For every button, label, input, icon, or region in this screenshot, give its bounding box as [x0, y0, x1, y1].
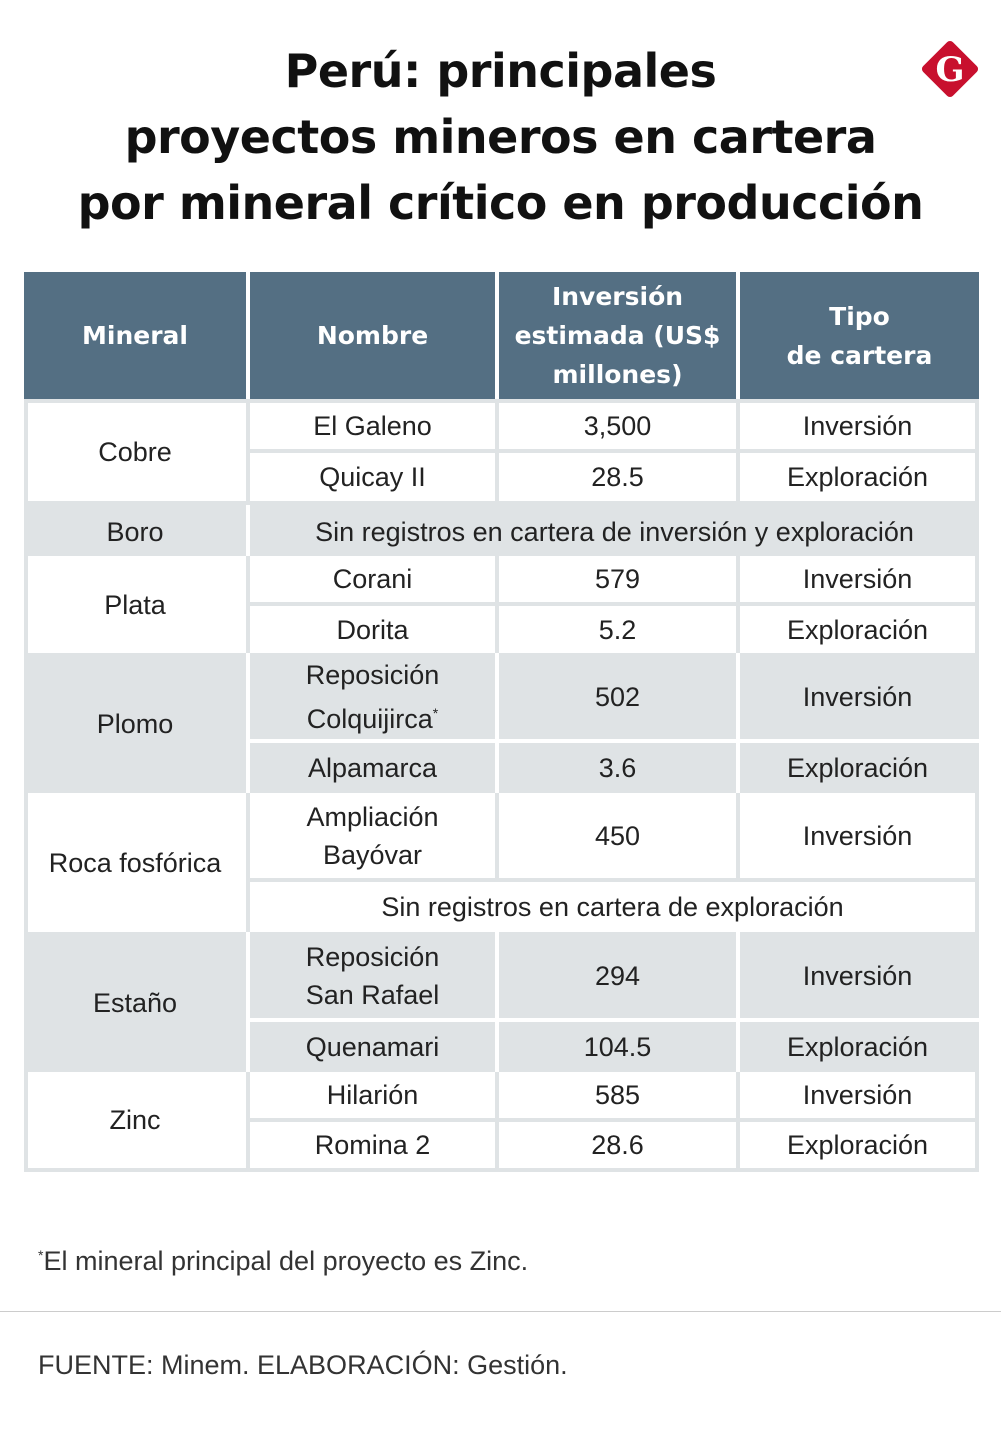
cell-nombre-quenamari: Quenamari: [305, 1032, 440, 1062]
cell-tipo-bayovar: Inversión: [802, 820, 913, 851]
san-rafael-line-2: San Rafael: [305, 980, 440, 1010]
cell-nombre-bayovar: Ampliación Bayóvar: [250, 793, 495, 878]
cell-inversion-quenamari: 104.5: [583, 1032, 652, 1062]
cell-nombre-san-rafael: Reposición San Rafael: [250, 934, 495, 1018]
cell-mineral-zinc: Zinc: [109, 1105, 161, 1135]
cell-inversion-corani: 579: [594, 564, 641, 594]
cell-mineral-boro: Boro: [106, 516, 164, 547]
title-line-1: Perú: principales: [284, 44, 717, 98]
cell-nombre-hilarion: Hilarión: [326, 1080, 419, 1110]
cell-nombre-alpamarca: Alpamarca: [307, 753, 438, 783]
cell-mineral-plomo: Plomo: [96, 709, 174, 739]
cell-inversion-san-rafael: 294: [594, 961, 641, 991]
cell-tipo-romina: Exploración: [786, 1130, 929, 1160]
cell-inversion-el-galeno: 3,500: [583, 411, 652, 441]
cell-boro-note: Sin registros en cartera de inversión y …: [315, 516, 914, 547]
projects-table: Mineral Nombre Inversión estimada (US$ m…: [24, 272, 979, 1172]
cell-inversion-alpamarca: 3.6: [598, 753, 637, 783]
cell-nombre-corani: Corani: [332, 564, 413, 594]
header-tipo-l2: de cartera: [786, 340, 933, 370]
title-line-2: proyectos mineros en cartera: [124, 110, 877, 164]
footnote-text: El mineral principal del proyecto es Zin…: [43, 1246, 529, 1276]
header-inversion-l2: estimada (US$: [514, 321, 721, 350]
gestion-logo-icon: G: [921, 40, 979, 98]
cell-tipo-colquijirca: Inversión: [802, 682, 913, 712]
footnote: *El mineral principal del proyecto es Zi…: [38, 1246, 528, 1277]
cell-inversion-colquijirca: 502: [594, 682, 641, 712]
cell-tipo-el-galeno: Inversión: [802, 411, 913, 441]
colquijirca-line-1: Reposición: [305, 660, 440, 690]
cell-tipo-alpamarca: Exploración: [786, 753, 929, 783]
cell-mineral-cobre: Cobre: [98, 437, 172, 467]
header-inversion: Inversión estimada (US$ millones): [499, 272, 736, 399]
cell-tipo-quicay: Exploración: [786, 462, 929, 492]
cell-nombre-quicay: Quicay II: [319, 462, 426, 492]
colquijirca-footnote-mark: *: [432, 705, 439, 721]
cell-inversion-romina: 28.6: [591, 1130, 644, 1160]
cell-tipo-quenamari: Exploración: [786, 1032, 929, 1062]
colquijirca-name: Colquijirca: [306, 704, 433, 734]
header-nombre: Nombre: [250, 272, 495, 399]
san-rafael-line-1: Reposición: [305, 942, 440, 972]
page-title: Perú: principales proyectos mineros en c…: [0, 38, 1001, 236]
bayovar-line-2: Bayóvar: [322, 839, 423, 870]
colquijirca-line-2: Colquijirca*: [307, 694, 439, 738]
cell-tipo-hilarion: Inversión: [802, 1080, 913, 1110]
cell-inversion-bayovar: 450: [594, 820, 641, 851]
header-inversion-l1: Inversión: [551, 282, 684, 311]
header-inversion-l3: millones): [552, 360, 683, 389]
cell-nombre-colquijirca: Reposición Colquijirca*: [250, 655, 495, 739]
cell-mineral-roca-fosforica: Roca fosfórica: [48, 847, 222, 878]
cell-nombre-el-galeno: El Galeno: [313, 411, 432, 441]
cell-nombre-romina: Romina 2: [314, 1130, 431, 1160]
footnote-mark: *: [38, 1247, 44, 1263]
logo-letter: G: [935, 50, 964, 90]
header-tipo: Tipo de cartera: [740, 272, 979, 399]
cell-inversion-quicay: 28.5: [591, 462, 644, 492]
header-tipo-l1: Tipo: [829, 301, 890, 331]
cell-tipo-dorita: Exploración: [786, 614, 929, 645]
cell-nombre-dorita: Dorita: [336, 614, 409, 645]
cell-mineral-estano: Estaño: [92, 988, 178, 1018]
cell-tipo-corani: Inversión: [802, 564, 913, 594]
bayovar-line-1: Ampliación: [306, 801, 439, 832]
source-credit: FUENTE: Minem. ELABORACIÓN: Gestión.: [38, 1350, 568, 1380]
divider: [0, 1311, 1001, 1312]
title-line-3: por mineral crítico en producción: [77, 176, 924, 230]
header-mineral: Mineral: [24, 272, 246, 399]
cell-mineral-plata: Plata: [104, 589, 166, 620]
cell-inversion-hilarion: 585: [594, 1080, 641, 1110]
cell-tipo-san-rafael: Inversión: [802, 961, 913, 991]
cell-inversion-dorita: 5.2: [598, 614, 637, 645]
cell-roca-note: Sin registros en cartera de exploración: [381, 892, 844, 922]
